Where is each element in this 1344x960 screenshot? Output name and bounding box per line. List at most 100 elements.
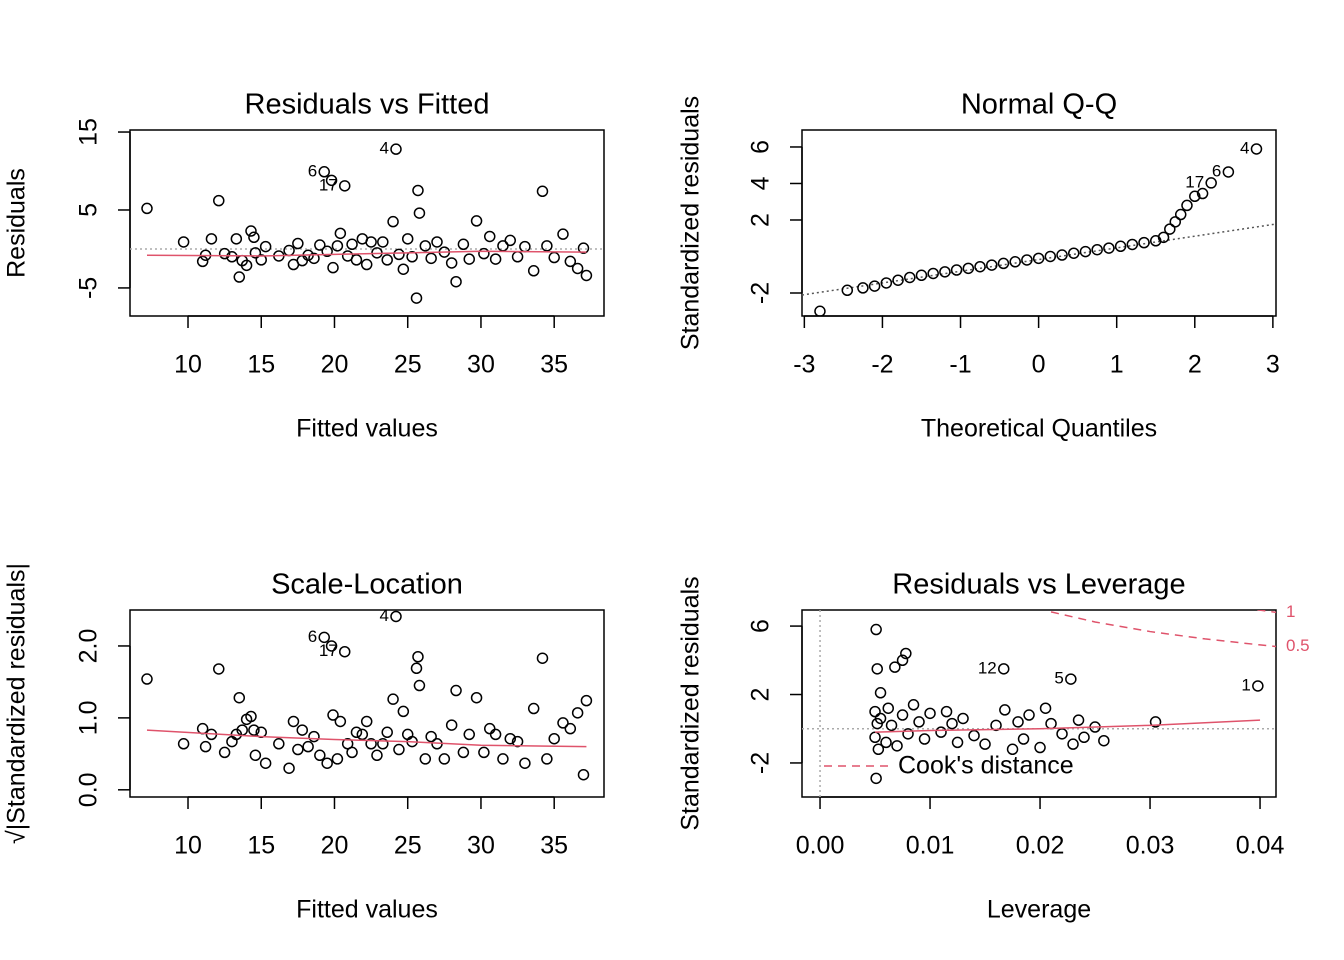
point bbox=[365, 738, 377, 750]
point bbox=[302, 740, 314, 753]
point bbox=[957, 712, 969, 725]
point bbox=[1065, 673, 1077, 685]
point bbox=[390, 610, 402, 623]
point bbox=[557, 228, 569, 240]
point bbox=[365, 236, 377, 248]
point bbox=[885, 719, 898, 732]
point-label: 4 bbox=[380, 139, 389, 158]
point bbox=[445, 257, 458, 269]
point bbox=[346, 238, 358, 251]
point bbox=[141, 673, 153, 685]
point bbox=[350, 254, 363, 266]
point bbox=[950, 264, 963, 276]
x-tick-label: 35 bbox=[540, 351, 568, 379]
point bbox=[413, 679, 426, 692]
y-tick-label: 1.0 bbox=[75, 701, 103, 736]
point bbox=[410, 662, 423, 675]
y-tick-label: 4 bbox=[747, 176, 775, 190]
plot-frame bbox=[129, 129, 605, 317]
panel: Residuals vs Fitted Fitted values Residual… bbox=[3, 89, 605, 443]
point bbox=[896, 654, 909, 667]
point bbox=[1222, 166, 1235, 178]
point bbox=[381, 254, 393, 266]
point bbox=[213, 194, 225, 207]
point bbox=[986, 259, 998, 271]
x-tick-label: 3 bbox=[1266, 351, 1280, 379]
point bbox=[891, 740, 903, 752]
legend-label: Cook's distance bbox=[898, 752, 1074, 780]
point bbox=[882, 702, 894, 714]
point bbox=[489, 253, 502, 265]
point bbox=[413, 207, 426, 219]
point bbox=[410, 292, 423, 304]
point bbox=[548, 732, 560, 745]
point bbox=[874, 712, 887, 725]
point bbox=[177, 738, 190, 750]
point bbox=[360, 258, 373, 271]
point bbox=[870, 772, 882, 785]
point bbox=[1181, 199, 1193, 212]
point bbox=[321, 757, 333, 769]
point bbox=[397, 705, 410, 718]
point bbox=[962, 262, 975, 275]
point bbox=[393, 248, 405, 261]
point bbox=[1039, 702, 1052, 714]
point bbox=[1091, 243, 1103, 256]
point bbox=[327, 709, 339, 721]
point bbox=[1012, 716, 1024, 728]
point bbox=[497, 753, 509, 765]
point bbox=[871, 663, 883, 675]
point bbox=[213, 663, 225, 675]
point bbox=[1032, 252, 1045, 265]
point bbox=[283, 244, 295, 257]
point bbox=[869, 705, 881, 718]
point bbox=[564, 255, 577, 268]
point bbox=[527, 702, 540, 715]
panel: Scale-Location Fitted values √|Standardize… bbox=[3, 563, 605, 924]
point bbox=[397, 263, 410, 275]
point bbox=[913, 716, 925, 728]
point bbox=[571, 262, 584, 275]
panel-title: Scale-Location bbox=[271, 569, 463, 601]
x-tick-label: 30 bbox=[467, 832, 495, 860]
point-label: 6 bbox=[1212, 161, 1221, 180]
point bbox=[371, 749, 383, 762]
point bbox=[1045, 717, 1057, 730]
plot-area bbox=[141, 610, 593, 781]
point-label: 5 bbox=[1054, 669, 1063, 688]
x-tick-label: 10 bbox=[174, 351, 202, 379]
point bbox=[541, 753, 553, 765]
point bbox=[240, 259, 253, 272]
point bbox=[283, 762, 295, 774]
point bbox=[1138, 236, 1150, 249]
x-axis-label: Theoretical Quantiles bbox=[921, 415, 1157, 443]
point bbox=[1072, 714, 1085, 726]
point bbox=[331, 753, 344, 765]
point bbox=[869, 731, 881, 744]
point bbox=[249, 749, 262, 762]
point bbox=[1205, 177, 1217, 189]
point bbox=[889, 661, 901, 673]
point bbox=[548, 251, 560, 264]
point bbox=[536, 185, 549, 198]
point bbox=[457, 238, 470, 251]
point bbox=[401, 233, 414, 245]
point bbox=[314, 239, 326, 251]
x-axis-label: Leverage bbox=[987, 896, 1091, 924]
y-tick-label: 6 bbox=[747, 619, 775, 633]
x-tick-label: -3 bbox=[793, 351, 815, 379]
x-axis-label: Fitted values bbox=[296, 415, 438, 443]
point bbox=[483, 722, 496, 735]
point bbox=[1017, 733, 1030, 745]
x-tick-label: 25 bbox=[394, 351, 422, 379]
point bbox=[1250, 143, 1263, 155]
point bbox=[292, 743, 304, 756]
x-tick-label: 2 bbox=[1188, 351, 1202, 379]
x-tick-label: 15 bbox=[247, 351, 275, 379]
point bbox=[233, 691, 246, 704]
point bbox=[946, 717, 958, 730]
point bbox=[245, 225, 257, 237]
plot-area bbox=[802, 143, 1276, 316]
point bbox=[308, 730, 320, 743]
point bbox=[1079, 245, 1092, 258]
